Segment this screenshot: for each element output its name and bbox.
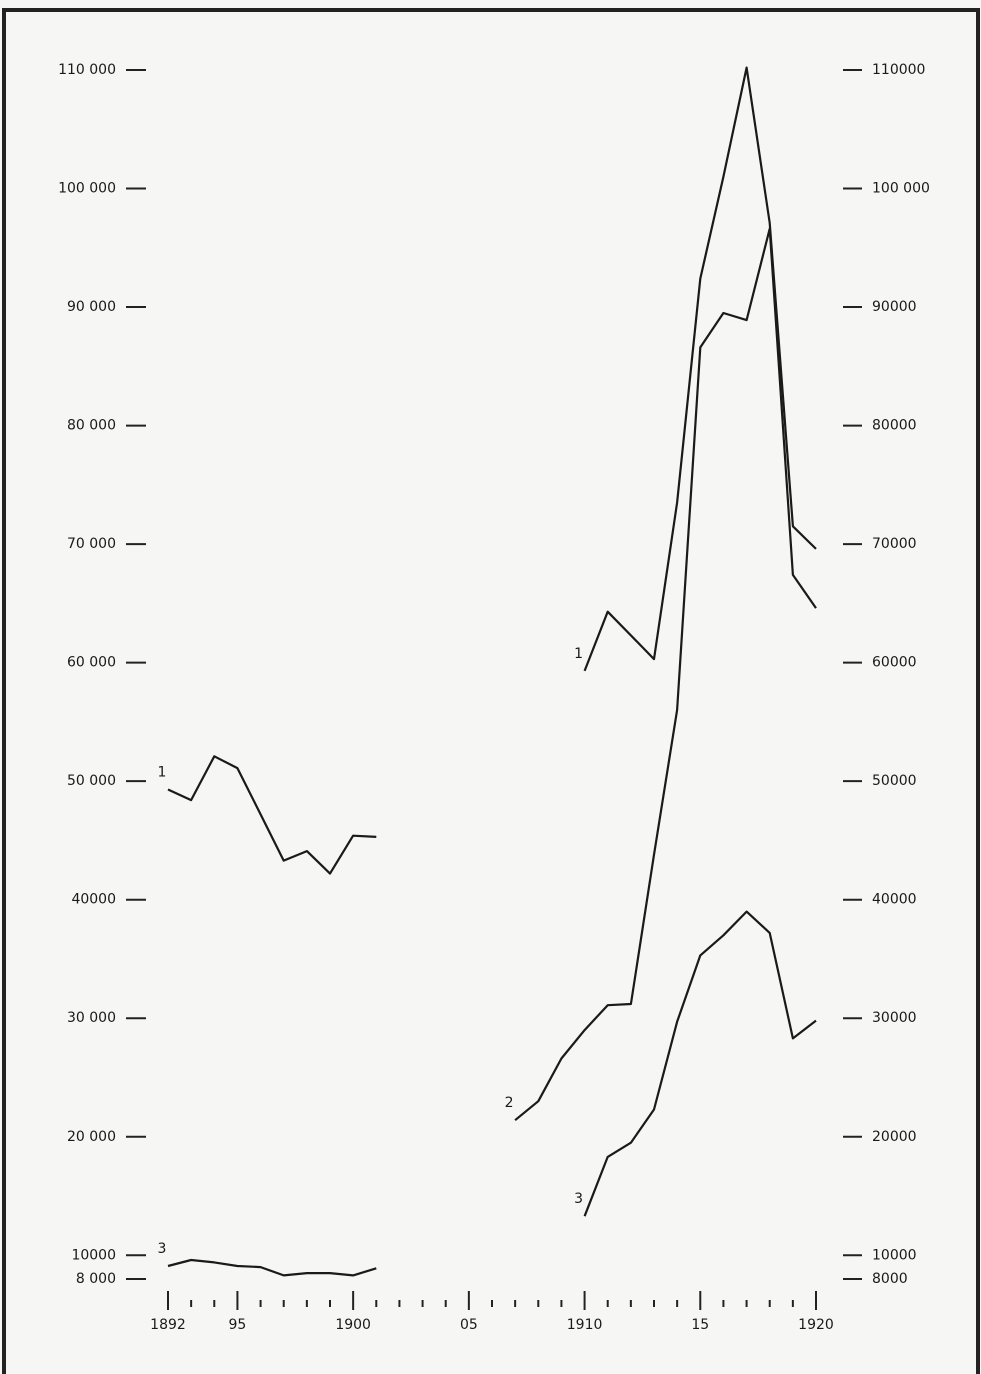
y2-tick-label: 100 000 [872, 181, 930, 197]
series-line [514, 227, 817, 1122]
series-label: 3 [574, 1191, 583, 1207]
y-tick-label: 50 000 [67, 773, 116, 789]
frame [2, 8, 980, 1374]
y2-tick-label: 90000 [872, 299, 917, 315]
y2-tick-label: 30000 [872, 1010, 917, 1026]
series-label: 1 [574, 646, 583, 662]
x-tick-label: 95 [229, 1317, 247, 1333]
x-tick-label: 1892 [150, 1317, 186, 1333]
y-tick-label: 110 000 [58, 62, 116, 78]
series-line [167, 66, 817, 875]
y2-tick-label: 80000 [872, 418, 917, 434]
series-label: 1 [158, 764, 167, 780]
series-line [167, 910, 817, 1277]
y2-tick-label: 110000 [872, 62, 925, 78]
y-tick-label: 90 000 [67, 299, 116, 315]
y2-tick-label: 40000 [872, 892, 917, 908]
y-tick-label: 80 000 [67, 418, 116, 434]
x-tick-label: 15 [691, 1317, 709, 1333]
y2-tick-label: 70000 [872, 536, 917, 552]
y2-tick-label: 10000 [872, 1247, 917, 1263]
y-tick-label: 30 000 [67, 1010, 116, 1026]
series-label: 2 [505, 1095, 514, 1111]
y-tick-label: 10000 [71, 1247, 116, 1263]
y2-tick-label: 20000 [872, 1129, 917, 1145]
y2-tick-label: 50000 [872, 773, 917, 789]
y-tick-label: 40000 [71, 892, 116, 908]
y2-tick-label: 60000 [872, 655, 917, 671]
y-tick-label: 60 000 [67, 655, 116, 671]
x-tick-label: 05 [460, 1317, 478, 1333]
x-tick-label: 1900 [335, 1317, 371, 1333]
series-label: 3 [158, 1241, 167, 1257]
y-tick-label: 20 000 [67, 1129, 116, 1145]
x-tick-label: 1920 [798, 1317, 834, 1333]
y-tick-label: 100 000 [58, 181, 116, 197]
y-tick-label: 70 000 [67, 536, 116, 552]
x-tick-label: 1910 [567, 1317, 603, 1333]
y2-tick-label: 8000 [872, 1271, 908, 1287]
y-tick-label: 8 000 [76, 1271, 116, 1287]
